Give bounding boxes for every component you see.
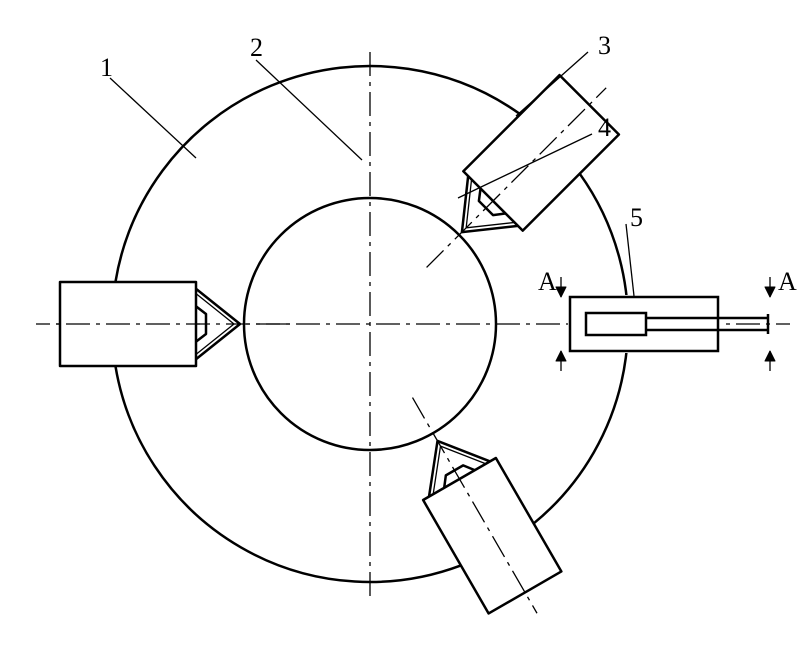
label-text: A [778, 267, 797, 296]
label-text: 3 [598, 31, 611, 60]
label-text: 1 [100, 53, 113, 82]
diagram: 1 2 3 4 5 A A [0, 0, 800, 658]
label-text: 2 [250, 33, 263, 62]
label-text: 5 [630, 203, 643, 232]
label-text: 4 [598, 113, 611, 142]
label-text: A [538, 267, 557, 296]
